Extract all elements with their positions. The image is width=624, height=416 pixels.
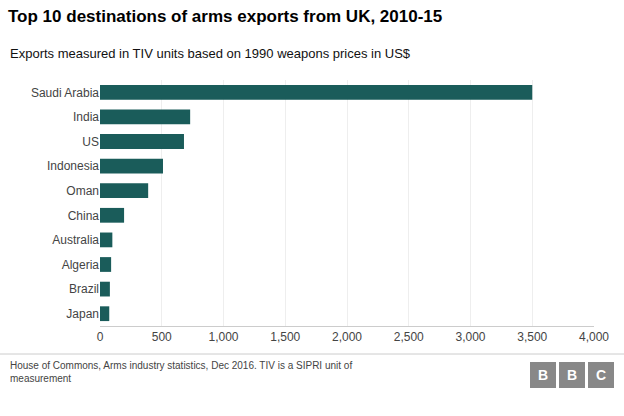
svg-text:Algeria: Algeria [62, 258, 100, 272]
svg-text:Exports measured in TIV units: Exports measured in TIV units based on 1… [10, 46, 411, 61]
svg-text:500: 500 [152, 330, 172, 344]
svg-text:Top 10 destinations of arms ex: Top 10 destinations of arms exports from… [8, 7, 442, 26]
svg-text:US: US [82, 135, 99, 149]
svg-text:China: China [68, 209, 100, 223]
svg-text:2,000: 2,000 [332, 330, 362, 344]
svg-text:B: B [567, 367, 577, 383]
svg-text:Australia: Australia [52, 233, 99, 247]
svg-text:Indonesia: Indonesia [47, 159, 99, 173]
svg-text:Oman: Oman [66, 184, 99, 198]
svg-text:3,000: 3,000 [455, 330, 485, 344]
svg-text:1,000: 1,000 [208, 330, 238, 344]
svg-text:India: India [73, 110, 99, 124]
svg-text:Japan: Japan [66, 307, 99, 321]
svg-text:C: C [596, 367, 606, 383]
svg-text:1,500: 1,500 [270, 330, 300, 344]
svg-text:B: B [538, 367, 548, 383]
svg-text:Brazil: Brazil [69, 282, 99, 296]
svg-text:3,500: 3,500 [517, 330, 547, 344]
svg-text:Saudi Arabia: Saudi Arabia [31, 86, 99, 100]
svg-text:0: 0 [97, 330, 104, 344]
svg-text:4,000: 4,000 [579, 330, 609, 344]
svg-text:2,500: 2,500 [394, 330, 424, 344]
svg-text:House of Commons, Arms industr: House of Commons, Arms industry statisti… [10, 360, 352, 384]
